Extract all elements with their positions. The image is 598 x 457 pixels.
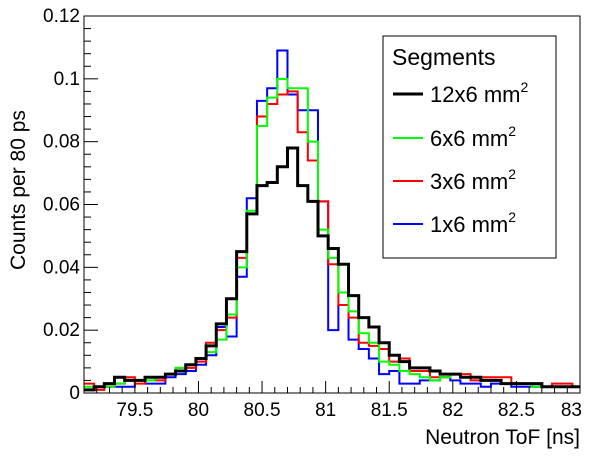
y-axis-title: Counts per 80 ps [7,110,30,270]
legend-label: 1x6 mm2 [430,209,516,237]
series-line-12x6-mm2 [84,146,580,392]
legend-title: Segments [392,44,496,70]
legend-entries: 12x6 mm2 6x6 mm2 3x6 mm2 1x6 mm2 [393,79,528,237]
legend-label: 6x6 mm2 [430,123,516,151]
y-tick-label: 0.02 [43,320,80,341]
ticks-layer [84,15,581,394]
y-tick-label: 0.12 [43,6,80,27]
x-tick-label: 79.5 [116,400,153,421]
y-tick-label: 0.06 [43,195,80,216]
x-tick-label: 80 [188,400,209,421]
x-tick-label: 82.5 [498,400,535,421]
legend-box [382,35,557,259]
legend-label: 3x6 mm2 [430,166,516,194]
x-tick-label: 81.5 [371,400,408,421]
series-layer [84,49,580,392]
y-tick-label: 0.04 [43,257,80,278]
x-tick-label: 83 [561,400,582,421]
x-tick-label: 81 [315,400,336,421]
tick-labels: 0 0.02 0.04 0.06 0.08 0.1 0.12 79.5 80 80.5 81 81.5… [43,6,582,421]
x-tick-label: 82 [442,400,463,421]
x-tick-label: 80.5 [244,400,281,421]
legend-label: 12x6 mm2 [430,79,528,107]
y-tick-label: 0.1 [54,69,80,90]
y-tick-label: 0 [69,383,80,404]
y-tick-label: 0.08 [43,132,80,153]
x-axis-title: Neutron ToF [ns] [425,426,580,449]
legend: Segments 12x6 mm2 6x6 mm2 3x6 mm2 1x6 mm2 [382,35,557,259]
